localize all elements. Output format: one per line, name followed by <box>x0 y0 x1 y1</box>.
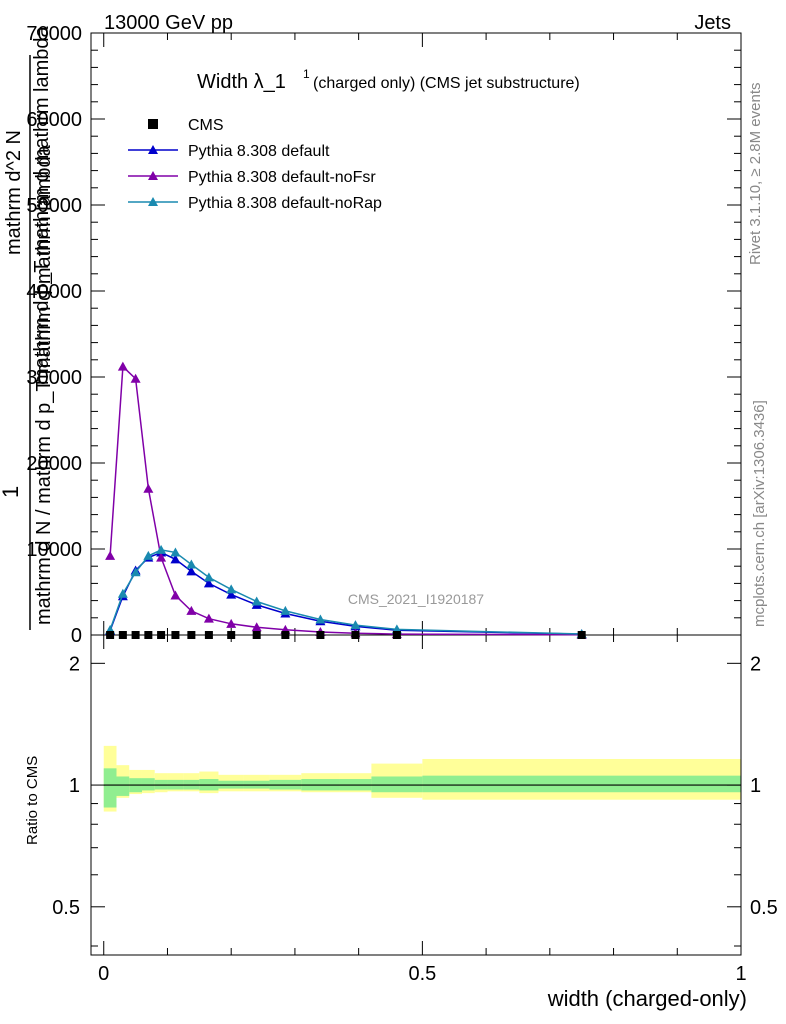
series-1 <box>105 547 587 639</box>
cms-marker <box>131 631 140 639</box>
series-marker <box>186 566 197 576</box>
series-marker <box>226 618 237 628</box>
x-tick-label: 0 <box>98 963 109 985</box>
x-tick-label: 1 <box>735 963 746 985</box>
y-label-dptdl: mathrm d p_T mathrm d mathrm lambda <box>31 25 53 385</box>
cms-marker <box>577 631 586 639</box>
series-marker <box>226 589 237 599</box>
header-right: Jets <box>694 12 731 34</box>
series-marker <box>203 572 214 582</box>
series-marker <box>186 605 197 615</box>
ratio-tick-label-left: 0.5 <box>52 897 80 919</box>
ratio-tick-label-right: 1 <box>750 775 761 797</box>
ratio-plot-frame <box>90 634 742 956</box>
y-axis-label: 1 mathrm d N / mathrm d p_T mathrm d mat… <box>0 25 55 630</box>
legend-cms-marker <box>148 119 158 129</box>
chart-title-superscript: 1 <box>303 67 310 81</box>
series-marker <box>315 614 326 624</box>
y-tick-label: 70000 <box>26 23 82 45</box>
y-tick-label: 40000 <box>26 281 82 303</box>
legend-label: Pythia 8.308 default-noFsr <box>188 169 376 186</box>
legend-label: Pythia 8.308 default-noRap <box>188 195 382 212</box>
ratio-band-inner <box>422 775 741 793</box>
cms-marker <box>144 631 153 639</box>
ratio-bands <box>103 745 741 812</box>
series-marker <box>170 554 181 564</box>
series-marker <box>130 567 141 577</box>
ratio-band-inner <box>371 776 423 793</box>
legend-marker <box>148 145 158 154</box>
series-marker <box>350 620 361 630</box>
cms-marker <box>204 631 213 639</box>
x-axis-label: width (charged-only) <box>547 986 747 1011</box>
legend-label: Pythia 8.308 default <box>188 143 330 160</box>
series-marker <box>170 547 181 557</box>
ratio-band-inner <box>103 768 117 808</box>
y-tick-label: 30000 <box>26 367 82 389</box>
series-marker <box>280 605 291 615</box>
cms-marker <box>351 631 360 639</box>
series-marker <box>226 584 237 594</box>
y-label-d2n: mathrm d^2 N <box>3 130 25 255</box>
ratio-band-inner <box>141 778 155 791</box>
series-marker <box>143 483 154 493</box>
series-marker <box>117 361 128 371</box>
cms-marker <box>171 631 180 639</box>
cms-marker <box>118 631 127 639</box>
cms-marker <box>252 631 261 639</box>
legend-label: CMS <box>188 117 224 134</box>
axis-ticks: 0 0.5 1 0 10000 20000 30000 40000 50000 60000 7000… <box>26 23 777 985</box>
ratio-y-label: Ratio to CMS <box>24 756 41 845</box>
y-tick-label: 10000 <box>26 539 82 561</box>
cms-data <box>106 631 586 639</box>
series-marker <box>251 596 262 606</box>
series-marker <box>186 559 197 569</box>
series-marker <box>156 552 167 562</box>
series-marker <box>170 590 181 600</box>
ratio-tick-label-left: 2 <box>69 653 80 675</box>
header-left: 13000 GeV pp <box>104 12 233 34</box>
cms-marker <box>106 631 115 639</box>
cms-marker <box>157 631 166 639</box>
cms-marker <box>227 631 236 639</box>
ratio-tick-label-left: 1 <box>69 775 80 797</box>
rivet-label: Rivet 3.1.10, ≥ 2.8M events <box>747 83 764 266</box>
ratio-tick-label-right: 2 <box>750 653 761 675</box>
series-marker <box>203 613 214 623</box>
legend-marker <box>148 171 158 180</box>
legend-marker <box>148 197 158 206</box>
series-marker <box>251 622 262 632</box>
cms-marker <box>187 631 196 639</box>
series-marker <box>117 588 128 598</box>
mcplots-label: mcplots.cern.ch [arXiv:1306.3436] <box>751 400 768 627</box>
watermark: CMS_2021_I1920187 <box>348 591 484 607</box>
y-tick-label: 50000 <box>26 195 82 217</box>
series-marker <box>203 578 214 588</box>
series-marker <box>105 550 116 560</box>
chart-title-main: Width λ_1 <box>197 71 286 93</box>
chart-title: Width λ_1 1 (charged only) (CMS jet subs… <box>197 67 580 93</box>
series-marker <box>143 550 154 560</box>
cms-marker <box>281 631 290 639</box>
legend: CMS Pythia 8.308 default Pythia 8.308 defa… <box>128 117 382 212</box>
chart-subtitle: (charged only) (CMS jet substructure) <box>313 75 580 92</box>
plot-frames <box>90 32 742 956</box>
cms-marker <box>316 631 325 639</box>
series-marker <box>156 544 167 554</box>
y-label-numerator-one: 1 <box>0 486 23 498</box>
series-2 <box>105 361 587 639</box>
y-tick-label: 20000 <box>26 453 82 475</box>
ratio-tick-label-right: 0.5 <box>750 897 778 919</box>
y-label-denominator: mathrm d N / mathrm d p_T mathrm d mathr… <box>33 144 55 625</box>
series-line <box>109 551 582 635</box>
series-line <box>109 365 582 636</box>
cms-marker <box>392 631 401 639</box>
x-tick-label: 0.5 <box>408 963 436 985</box>
series-marker <box>130 373 141 383</box>
series-lines <box>105 361 587 639</box>
ratio-band-inner <box>116 776 130 796</box>
y-tick-label: 60000 <box>26 109 82 131</box>
y-tick-label: 0 <box>71 625 82 647</box>
